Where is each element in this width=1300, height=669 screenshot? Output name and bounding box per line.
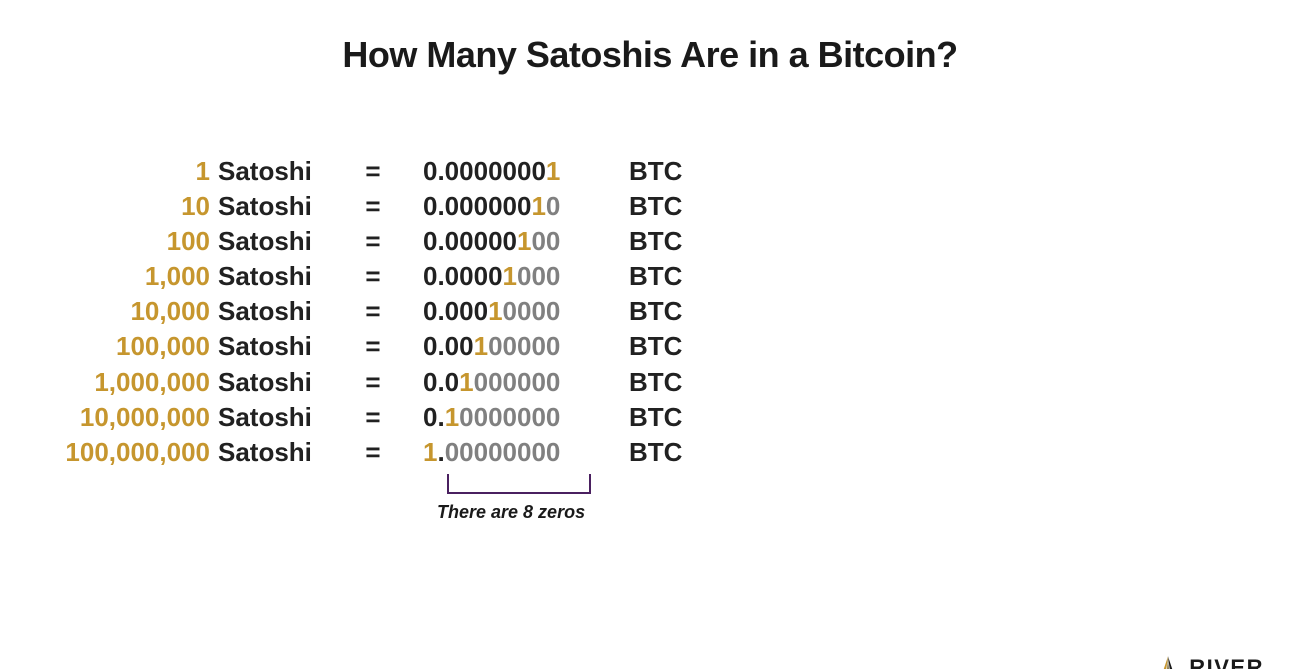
btc-amount: 1.00000000 — [423, 435, 623, 470]
btc-unit: BTC — [623, 154, 682, 189]
btc-unit: BTC — [623, 224, 682, 259]
satoshi-amount: 1,000 — [0, 259, 210, 294]
table-row: 1,000Satoshi=0.00001000BTC — [0, 259, 1300, 294]
river-logo-text: RIVER — [1189, 655, 1264, 669]
btc-unit: BTC — [623, 294, 682, 329]
btc-amount: 0.00000100 — [423, 224, 623, 259]
table-row: 10,000,000Satoshi=0.10000000BTC — [0, 400, 1300, 435]
annotation-bracket — [447, 474, 591, 494]
btc-amount: 0.00100000 — [423, 329, 623, 364]
satoshi-amount: 100 — [0, 224, 210, 259]
equals-sign: = — [323, 189, 423, 224]
satoshi-unit: Satoshi — [210, 365, 323, 400]
satoshi-unit: Satoshi — [210, 224, 323, 259]
btc-amount: 0.00001000 — [423, 259, 623, 294]
equals-sign: = — [323, 329, 423, 364]
btc-unit: BTC — [623, 435, 682, 470]
table-row: 100,000Satoshi=0.00100000BTC — [0, 329, 1300, 364]
satoshi-unit: Satoshi — [210, 329, 323, 364]
btc-unit: BTC — [623, 400, 682, 435]
satoshi-unit: Satoshi — [210, 259, 323, 294]
satoshi-amount: 100,000 — [0, 329, 210, 364]
satoshi-amount: 10,000 — [0, 294, 210, 329]
table-row: 100,000,000Satoshi=1.00000000BTC — [0, 435, 1300, 470]
river-logo: RIVER — [1155, 655, 1264, 669]
satoshi-amount: 1,000,000 — [0, 365, 210, 400]
annotation-row: There are 8 zeros — [0, 470, 1300, 534]
table-row: 10,000Satoshi=0.00010000BTC — [0, 294, 1300, 329]
equals-sign: = — [323, 259, 423, 294]
satoshi-unit: Satoshi — [210, 294, 323, 329]
table-row: 1Satoshi=0.00000001BTC — [0, 154, 1300, 189]
btc-unit: BTC — [623, 189, 682, 224]
equals-sign: = — [323, 224, 423, 259]
btc-unit: BTC — [623, 329, 682, 364]
table-row: 10Satoshi=0.00000010BTC — [0, 189, 1300, 224]
conversion-table: 1Satoshi=0.00000001BTC10Satoshi=0.000000… — [0, 154, 1300, 534]
river-logo-icon — [1155, 655, 1181, 669]
satoshi-amount: 10 — [0, 189, 210, 224]
satoshi-unit: Satoshi — [210, 154, 323, 189]
satoshi-amount: 1 — [0, 154, 210, 189]
satoshi-amount: 10,000,000 — [0, 400, 210, 435]
satoshi-unit: Satoshi — [210, 189, 323, 224]
annotation: There are 8 zeros — [427, 474, 627, 534]
btc-amount: 0.00010000 — [423, 294, 623, 329]
btc-amount: 0.00000001 — [423, 154, 623, 189]
equals-sign: = — [323, 435, 423, 470]
page-title: How Many Satoshis Are in a Bitcoin? — [0, 34, 1300, 76]
btc-amount: 0.01000000 — [423, 365, 623, 400]
btc-unit: BTC — [623, 365, 682, 400]
satoshi-unit: Satoshi — [210, 435, 323, 470]
equals-sign: = — [323, 365, 423, 400]
btc-unit: BTC — [623, 259, 682, 294]
table-row: 100Satoshi=0.00000100BTC — [0, 224, 1300, 259]
satoshi-unit: Satoshi — [210, 400, 323, 435]
annotation-text: There are 8 zeros — [437, 500, 585, 524]
equals-sign: = — [323, 294, 423, 329]
equals-sign: = — [323, 154, 423, 189]
table-row: 1,000,000Satoshi=0.01000000BTC — [0, 365, 1300, 400]
satoshi-amount: 100,000,000 — [0, 435, 210, 470]
equals-sign: = — [323, 400, 423, 435]
btc-amount: 0.00000010 — [423, 189, 623, 224]
btc-amount: 0.10000000 — [423, 400, 623, 435]
